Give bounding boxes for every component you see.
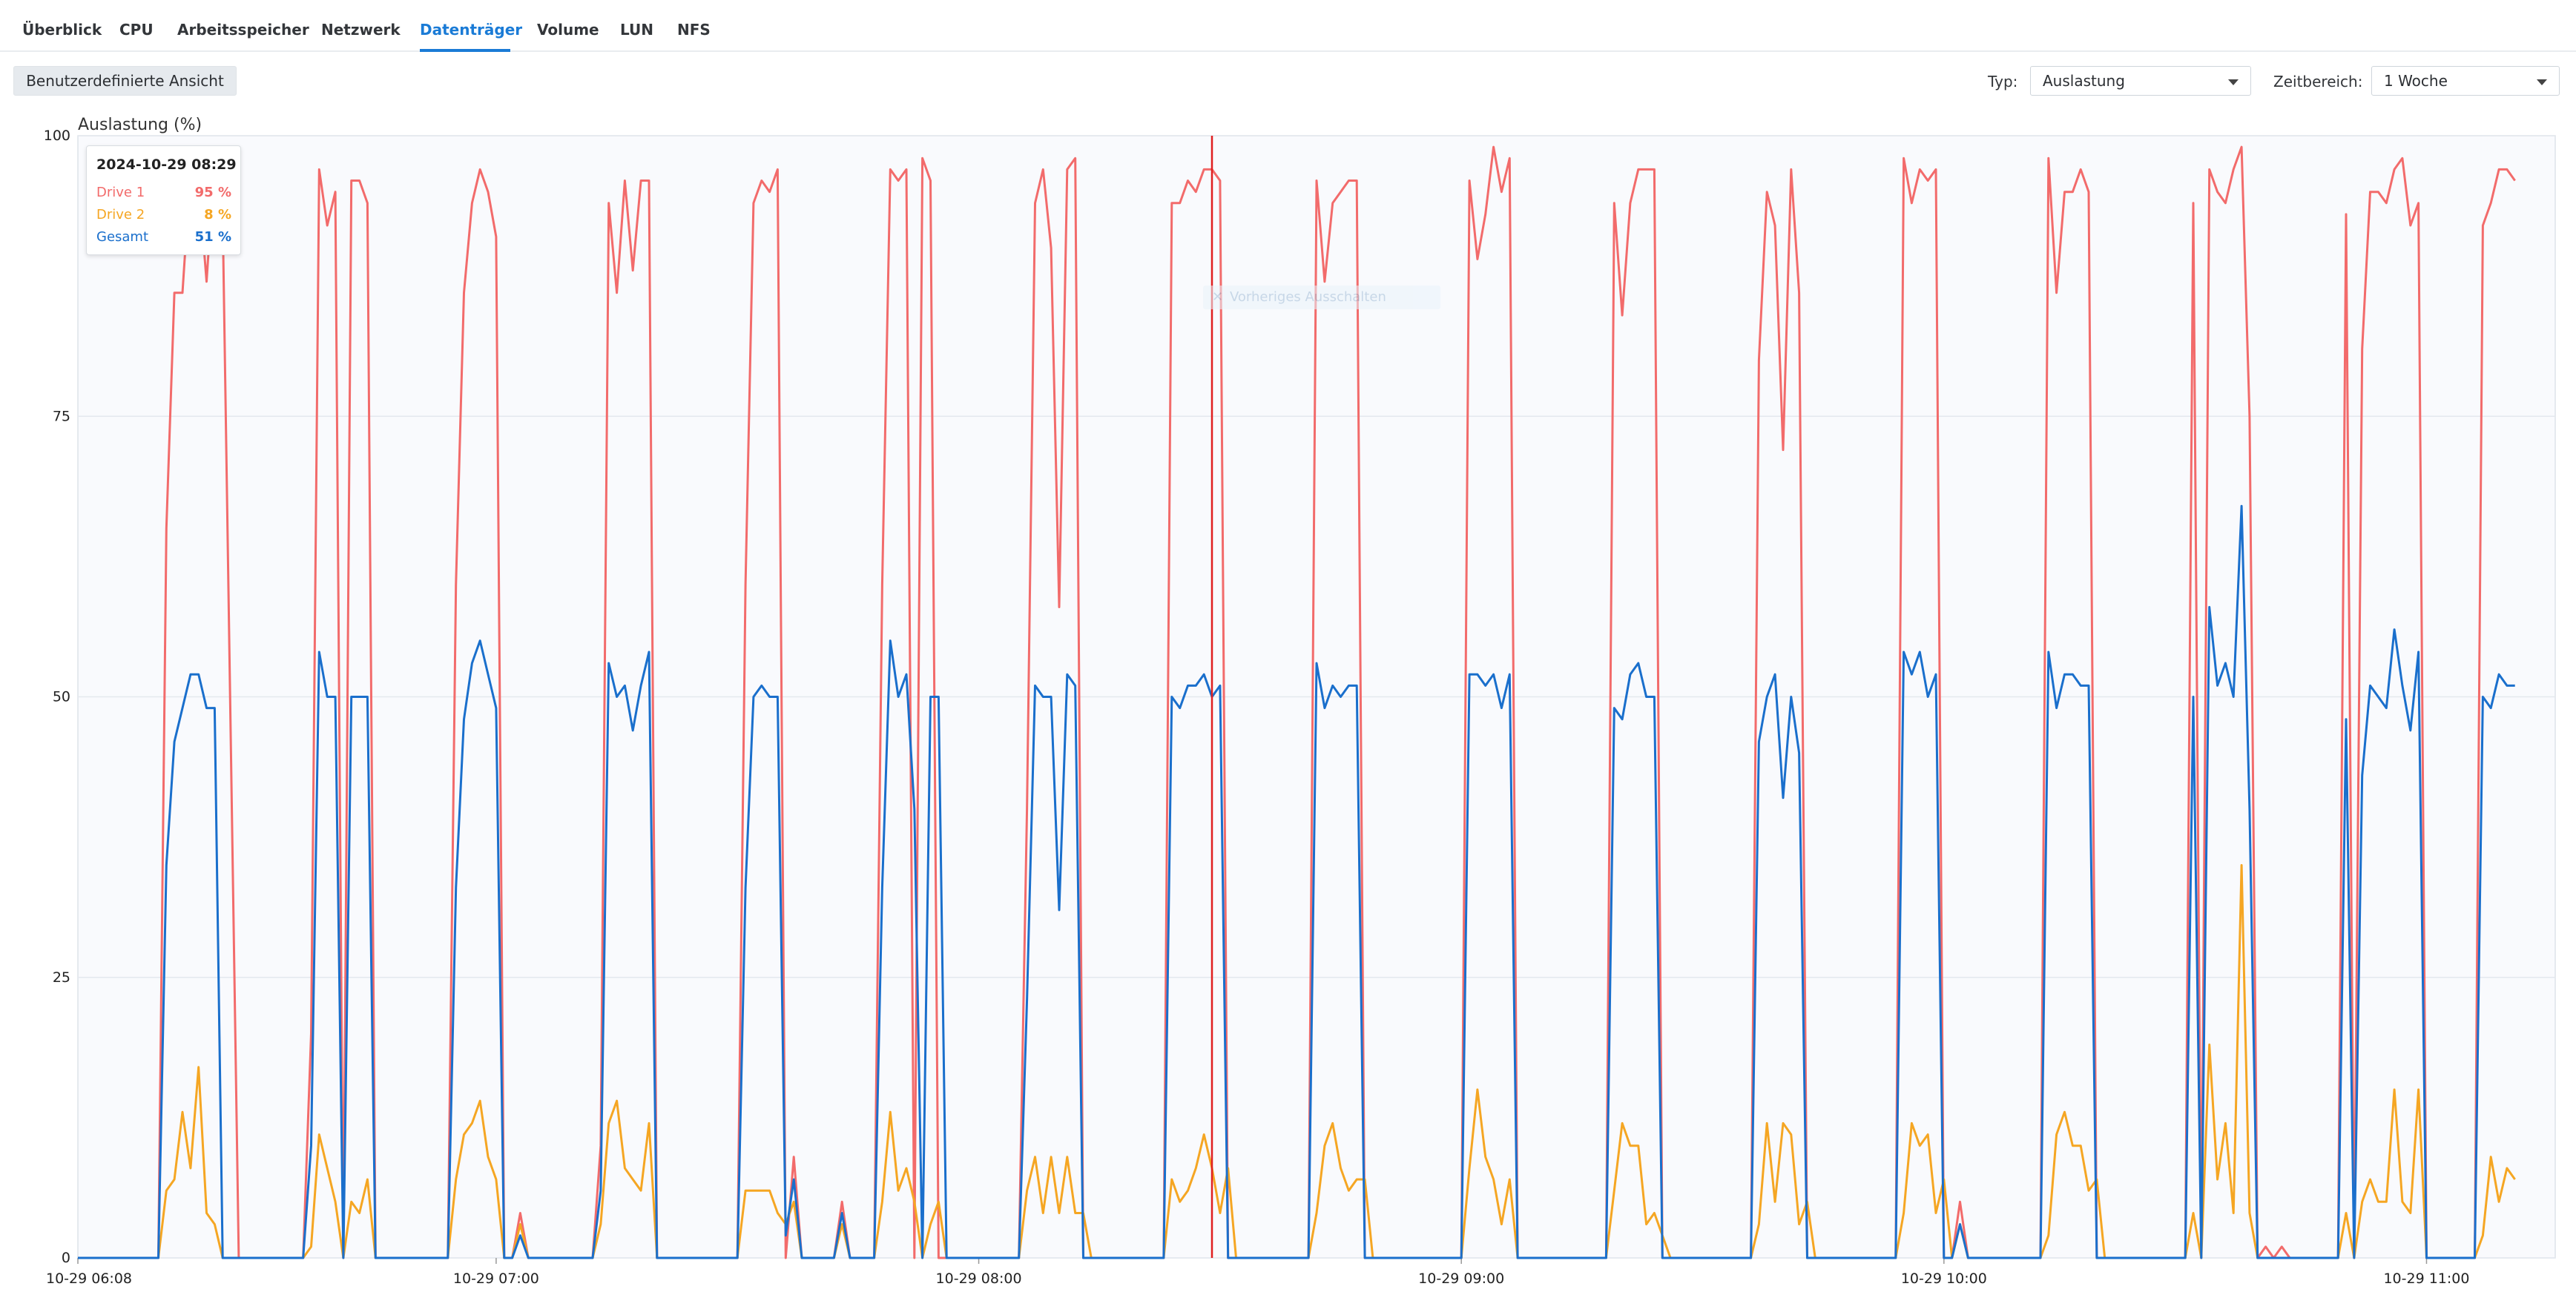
- tooltip-series-value: 8 %: [204, 207, 231, 223]
- x-tick-label: 10-29 08:00: [936, 1271, 1022, 1287]
- y-tick-label: 25: [53, 969, 70, 986]
- close-icon: ✕: [1212, 289, 1224, 305]
- chevron-down-icon: [2537, 79, 2547, 85]
- tab-volume[interactable]: Volume: [537, 21, 599, 39]
- series-lines: [78, 145, 2516, 1259]
- tab-memory[interactable]: Arbeitsspeicher: [177, 21, 309, 39]
- hidden-overlay-button[interactable]: ✕ Vorheriges Ausschalten: [1203, 286, 1440, 309]
- chart-tooltip: 2024-10-29 08:29 Drive 1 95 % Drive 2 8 …: [86, 145, 241, 255]
- tooltip-time: 2024-10-29 08:29: [96, 156, 237, 173]
- chevron-down-icon: [2228, 79, 2239, 85]
- y-axis: 0 25 50 75 100: [44, 128, 70, 1266]
- tooltip-series-name: Drive 2: [96, 207, 145, 223]
- tooltip-series-name: Gesamt: [96, 229, 149, 245]
- y-tick-label: 75: [53, 408, 70, 424]
- tab-disk[interactable]: Datenträger: [420, 21, 523, 39]
- tooltip-series-value: 51 %: [194, 229, 231, 245]
- tab-cpu[interactable]: CPU: [119, 21, 154, 39]
- x-tick-label: 10-29 07:00: [453, 1271, 539, 1287]
- time-range-label: Zeitbereich:: [2273, 73, 2363, 90]
- type-label: Typ:: [1988, 73, 2018, 90]
- y-tick-label: 100: [44, 128, 70, 144]
- series-line-drive-1: [78, 145, 2516, 1259]
- hidden-overlay-label: Vorheriges Ausschalten: [1230, 289, 1386, 305]
- x-tick-label: 10-29 06:08: [46, 1271, 132, 1287]
- x-tick-label: 10-29 09:00: [1418, 1271, 1504, 1287]
- tooltip-row-total: Gesamt 51 %: [96, 229, 231, 248]
- tab-nfs[interactable]: NFS: [677, 21, 711, 39]
- y-axis-title: Auslastung (%): [78, 116, 202, 134]
- tooltip-row-drive1: Drive 1 95 %: [96, 185, 231, 204]
- y-tick-label: 0: [62, 1250, 70, 1266]
- type-select[interactable]: Auslastung: [2030, 66, 2251, 96]
- time-range-select[interactable]: 1 Woche: [2371, 66, 2560, 96]
- tab-lun[interactable]: LUN: [620, 21, 654, 39]
- custom-view-button[interactable]: Benutzerdefinierte Ansicht: [13, 66, 237, 96]
- tooltip-series-name: Drive 1: [96, 185, 145, 200]
- time-range-select-value: 1 Woche: [2384, 72, 2448, 90]
- tab-bar: Überblick CPU Arbeitsspeicher Netzwerk D…: [0, 0, 2576, 52]
- type-select-value: Auslastung: [2043, 72, 2125, 90]
- series-line-gesamt: [78, 504, 2515, 1259]
- x-axis: 10-29 06:08 10-29 07:00 10-29 08:00 10-29 0…: [46, 1258, 2469, 1287]
- tab-overview[interactable]: Überblick: [22, 21, 102, 39]
- active-tab-indicator: [420, 49, 510, 52]
- tooltip-row-drive2: Drive 2 8 %: [96, 207, 231, 226]
- y-tick-label: 50: [53, 689, 70, 705]
- tab-network[interactable]: Netzwerk: [321, 21, 401, 39]
- x-tick-label: 10-29 10:00: [1901, 1271, 1987, 1287]
- x-tick-label: 10-29 11:00: [2383, 1271, 2469, 1287]
- tooltip-series-value: 95 %: [194, 185, 231, 200]
